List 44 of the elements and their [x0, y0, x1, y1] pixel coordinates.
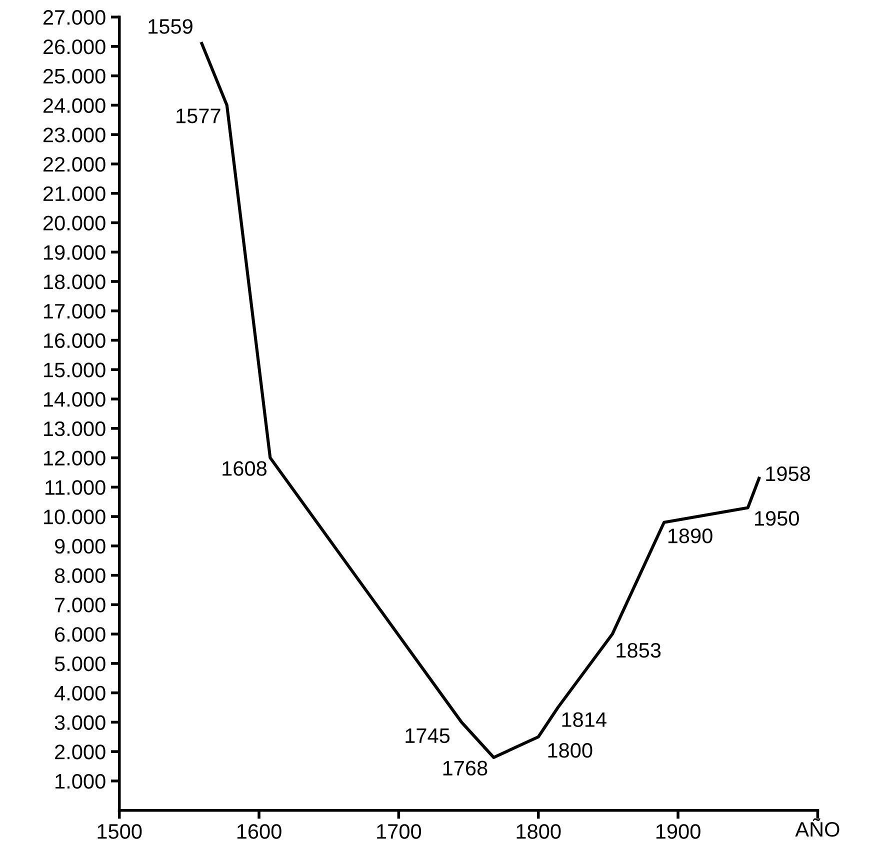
y-tick-label: 21.000: [43, 186, 106, 202]
y-tick-label: 6.000: [55, 627, 106, 642]
y-tick-label: 22.000: [43, 156, 106, 172]
annotation: 1890: [668, 528, 712, 544]
y-tick-label: 1.000: [56, 774, 106, 789]
annotation: 1950: [755, 511, 799, 526]
annotation: 1800: [548, 743, 592, 758]
x-tick-label: 1500: [98, 824, 142, 839]
annotation: 1577: [176, 108, 220, 124]
y-tick-label: 18.000: [44, 274, 106, 290]
y-tick-label: 11.000: [46, 480, 106, 495]
y-tick-label: 25.000: [43, 68, 106, 84]
y-tick-label: 13.000: [44, 421, 106, 436]
y-tick-label: 10.000: [44, 510, 106, 524]
y-tick-label: 4.000: [54, 686, 106, 701]
x-tick-label: 1700: [377, 824, 422, 839]
y-tick-label: 27.000: [43, 10, 106, 25]
y-tick-label: 17.000: [44, 304, 106, 319]
y-tick-label: 12.000: [44, 450, 106, 466]
x-axis-title: AÑO: [795, 818, 840, 837]
annotation: 1853: [616, 642, 661, 658]
annotation: 1745: [406, 728, 450, 744]
y-tick-label: 19.000: [44, 245, 106, 260]
y-tick-label: 24.000: [43, 98, 106, 113]
y-tick-label: 9.000: [54, 538, 106, 554]
y-tick-label: 15.000: [44, 362, 106, 378]
annotation: 1559: [148, 19, 192, 34]
x-tick-label: 1600: [237, 824, 282, 839]
y-tick-label: 16.000: [44, 333, 106, 348]
y-tick-label: 5.000: [54, 656, 106, 672]
annotation: 1814: [562, 712, 606, 727]
y-tick-label: 26.000: [43, 39, 106, 54]
y-tick-label: 14.000: [44, 392, 106, 407]
annotation: 1958: [766, 466, 810, 482]
y-tick-label: 8.000: [54, 568, 106, 584]
y-tick-label: 2.000: [55, 744, 106, 760]
x-tick-label: 1900: [656, 824, 700, 839]
y-tick-label: 20.000: [43, 216, 106, 230]
x-tick-label: 1800: [516, 824, 561, 839]
y-tick-label: 23.000: [43, 128, 106, 142]
y-tick-label: 7.000: [55, 598, 106, 612]
annotation: 1608: [222, 461, 267, 476]
y-tick-label: 3.000: [54, 715, 106, 730]
annotation: 1768: [443, 760, 488, 776]
